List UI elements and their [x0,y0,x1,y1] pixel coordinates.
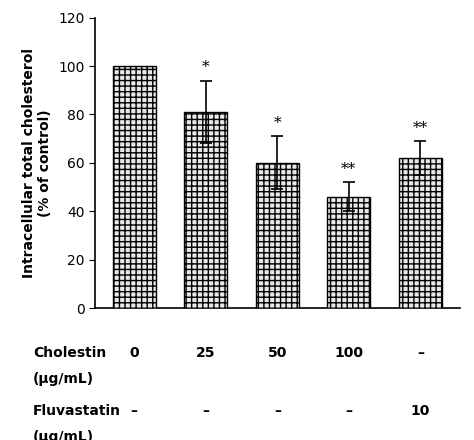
Text: Cholestin: Cholestin [33,346,106,360]
Text: 50: 50 [268,346,287,360]
Text: –: – [274,404,281,418]
Text: *: * [273,116,281,130]
Text: 10: 10 [411,404,430,418]
Text: –: – [202,404,209,418]
Bar [399,158,442,308]
Bar [113,66,155,308]
Y-axis label: Intracellular total cholesterol
(% of control): Intracellular total cholesterol (% of co… [22,48,53,278]
Bar [184,112,227,308]
Text: Fluvastatin: Fluvastatin [33,404,121,418]
Bar [328,197,370,308]
Text: **: ** [341,162,356,176]
Bar [256,163,299,308]
Text: –: – [131,404,137,418]
Text: –: – [346,404,352,418]
Text: (μg/mL): (μg/mL) [33,430,94,440]
Text: *: * [202,60,210,74]
Text: 25: 25 [196,346,216,360]
Text: 100: 100 [334,346,364,360]
Text: (μg/mL): (μg/mL) [33,372,94,386]
Text: **: ** [413,121,428,135]
Text: 0: 0 [129,346,139,360]
Text: –: – [417,346,424,360]
